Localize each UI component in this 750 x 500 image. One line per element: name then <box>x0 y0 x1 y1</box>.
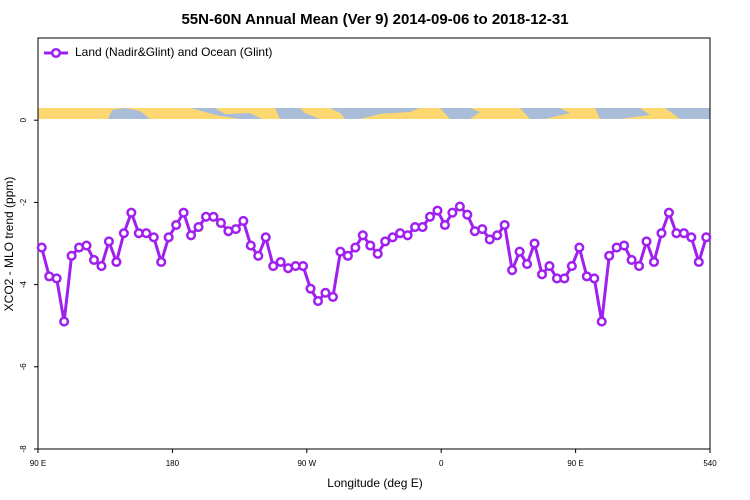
data-point <box>335 246 346 257</box>
data-point <box>126 207 137 218</box>
y-tick-label: -4 <box>19 280 28 288</box>
x-tick-label: 90 E <box>567 459 583 468</box>
x-tick-label: 540 <box>703 459 717 468</box>
data-point <box>268 261 279 272</box>
data-point <box>447 207 458 218</box>
data-point <box>432 205 443 216</box>
data-point <box>462 209 473 220</box>
data-point <box>141 228 152 239</box>
data-point <box>342 250 353 261</box>
data-point <box>492 230 503 241</box>
data-point <box>387 232 398 243</box>
data-point <box>365 240 376 251</box>
data-point <box>88 254 100 265</box>
data-point <box>253 250 264 261</box>
data-point <box>51 273 62 284</box>
data-point <box>298 261 309 272</box>
data-point <box>66 250 77 261</box>
data-point <box>118 228 129 239</box>
data-point <box>96 261 107 272</box>
world-map-strip <box>38 108 710 119</box>
y-tick-label: -6 <box>19 363 28 371</box>
data-point <box>589 273 600 284</box>
series-line <box>40 205 708 324</box>
data-point <box>574 242 585 253</box>
data-point <box>499 219 510 231</box>
y-tick-label: 0 <box>19 117 28 122</box>
data-point <box>148 232 159 243</box>
data-point <box>507 265 518 276</box>
data-point <box>81 240 92 251</box>
data-point <box>566 261 577 272</box>
data-point <box>686 232 697 243</box>
data-point <box>596 316 607 327</box>
data-point <box>529 238 540 249</box>
data-point <box>380 236 391 247</box>
data-point <box>604 250 615 261</box>
data-point <box>678 228 689 239</box>
plot-frame <box>37 37 711 450</box>
data-point <box>245 240 256 251</box>
data-point <box>626 254 637 265</box>
y-axis-label: XCO2 - MLO trend (ppm) <box>2 177 16 312</box>
data-point <box>163 232 174 243</box>
data-point <box>350 242 361 253</box>
data-point <box>238 215 249 226</box>
data-point <box>59 316 70 327</box>
data-point <box>634 261 645 272</box>
data-point <box>559 273 570 284</box>
data-point <box>103 236 114 247</box>
data-point <box>454 201 465 212</box>
x-tick-label: 180 <box>166 459 180 468</box>
data-point <box>648 256 660 268</box>
data-point <box>663 207 674 218</box>
data-point <box>536 269 548 280</box>
y-tick-label: -2 <box>19 198 28 206</box>
data-point <box>171 219 182 231</box>
data-point <box>36 242 47 253</box>
data-point <box>327 291 338 302</box>
data-point <box>701 232 712 243</box>
legend-label: Land (Nadir&Glint) and Ocean (Glint) <box>75 45 272 59</box>
data-point <box>208 211 219 222</box>
data-point <box>275 256 286 268</box>
x-axis-label: Longitude (deg E) <box>327 476 422 490</box>
data-point <box>186 230 197 241</box>
data-point <box>193 222 204 233</box>
data-point <box>514 246 525 257</box>
data-point <box>693 256 704 268</box>
data-point <box>402 230 413 241</box>
data-point <box>656 228 667 239</box>
data-point <box>477 224 488 235</box>
data-point <box>215 217 226 228</box>
y-tick-label: -8 <box>19 445 28 453</box>
data-point <box>357 230 368 241</box>
data-point <box>320 287 331 298</box>
data-point <box>484 234 495 245</box>
data-point <box>439 219 450 231</box>
data-point <box>417 222 428 233</box>
data-point <box>641 236 652 247</box>
x-tick-label: 90 E <box>30 459 46 468</box>
data-point <box>372 248 383 259</box>
data-point <box>260 232 271 243</box>
data-point <box>305 283 316 294</box>
data-point <box>424 211 436 222</box>
chart-title: 55N-60N Annual Mean (Ver 9) 2014-09-06 t… <box>181 11 568 28</box>
data-point <box>178 207 189 218</box>
legend-marker <box>50 47 62 59</box>
data-point <box>230 224 241 235</box>
data-point <box>156 256 167 268</box>
x-tick-label: 90 W <box>297 459 316 468</box>
x-tick-label: 0 <box>439 459 444 468</box>
data-point <box>619 240 630 251</box>
data-point <box>111 256 122 268</box>
data-point <box>544 261 555 272</box>
data-point <box>312 295 324 307</box>
data-point <box>522 259 533 270</box>
